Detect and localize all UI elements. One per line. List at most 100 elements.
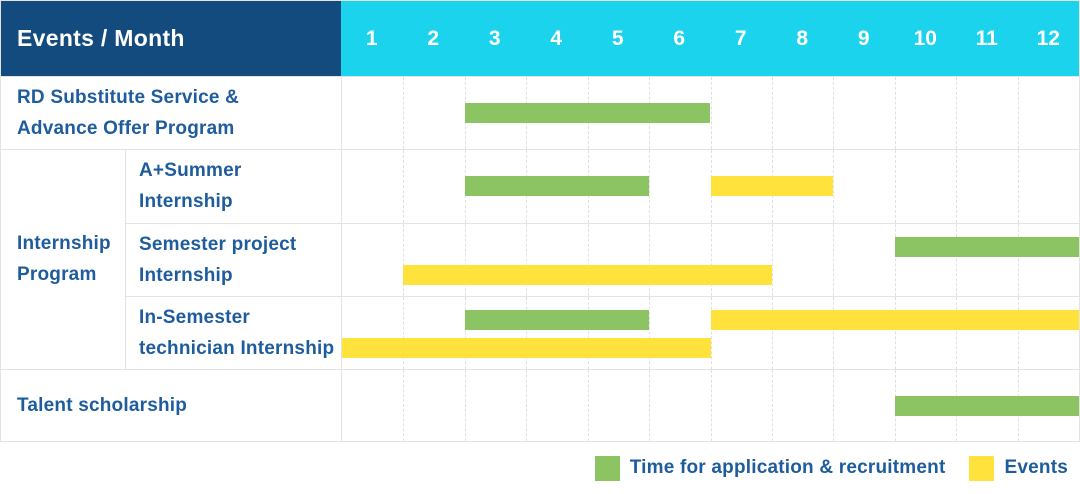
- group-label-line: Internship: [17, 233, 111, 254]
- month-gridline: [464, 296, 466, 369]
- table-row: Talent scholarship: [1, 368, 1079, 442]
- month-gridline: [587, 369, 589, 441]
- month-header: 4: [550, 26, 563, 50]
- row-label-line: Internship: [139, 191, 233, 212]
- month-gridline: [526, 369, 528, 441]
- month-gridline: [649, 223, 651, 296]
- month-gridline: [403, 77, 405, 149]
- legend-label: Events: [1004, 457, 1068, 478]
- events-bar: [710, 175, 834, 196]
- month-header: 6: [673, 26, 686, 50]
- month-gridline: [833, 77, 835, 149]
- month-header: 3: [488, 26, 501, 50]
- month-header: 9: [857, 26, 870, 50]
- application-recruitment-bar: [894, 236, 1079, 257]
- gantt-schedule-table: Events / Month 1 2 3 4 5 6 7 8 9 10 11 1…: [0, 0, 1080, 442]
- row-label-line: Internship: [139, 264, 233, 286]
- application-recruitment-bar: [464, 175, 650, 196]
- legend-label: Time for application & recruitment: [629, 457, 946, 478]
- chart-row-a-plus-summer: [341, 149, 1079, 223]
- month-header-strip: 1 2 3 4 5 6 7 8 9 10 11 12: [341, 1, 1079, 76]
- chart-row-semester-project: [341, 223, 1079, 296]
- row-label-a-plus-summer: A+Summer Internship: [125, 149, 341, 223]
- month-gridline: [710, 223, 712, 296]
- yellow-legend-swatch-icon: [969, 455, 995, 481]
- row-label-talent-scholarship: Talent scholarship: [1, 370, 341, 442]
- internship-program-rows: A+Summer Internship Semester project Int…: [125, 149, 1079, 369]
- row-label-semester-project: Semester project Internship: [125, 223, 341, 296]
- month-gridline: [894, 223, 896, 296]
- month-gridline: [894, 77, 896, 149]
- month-gridline: [771, 223, 773, 296]
- chart-row-rd-substitute: [341, 77, 1079, 149]
- row-label-in-semester-technician: In-Semester technician Internship: [125, 296, 341, 369]
- month-gridline: [956, 223, 958, 296]
- legend-item-events: Events: [969, 455, 1068, 481]
- table-row: In-Semester technician Internship: [125, 295, 1079, 369]
- month-gridline: [833, 296, 835, 369]
- month-header: 7: [734, 26, 747, 50]
- row-label-line: Advance Offer Program: [17, 117, 235, 139]
- month-gridline: [649, 296, 651, 369]
- group-label-line: Program: [17, 264, 97, 285]
- chart-row-in-semester-technician: [341, 296, 1079, 369]
- month-gridline: [403, 223, 405, 296]
- month-gridline: [403, 296, 405, 369]
- table-row: RD Substitute Service & Advance Offer Pr…: [1, 76, 1079, 149]
- row-label-line: In-Semester: [139, 306, 250, 328]
- month-gridline: [833, 149, 835, 223]
- month-gridline: [587, 223, 589, 296]
- month-header: 11: [975, 26, 998, 50]
- events-bar: [710, 309, 1079, 330]
- row-label-line: A+Summer: [139, 160, 242, 181]
- green-legend-swatch-icon: [594, 455, 620, 481]
- month-gridline: [771, 296, 773, 369]
- month-gridline: [403, 369, 405, 441]
- month-gridline: [956, 77, 958, 149]
- month-gridline: [1017, 77, 1019, 149]
- events-bar: [342, 337, 711, 358]
- month-gridline: [833, 369, 835, 441]
- application-recruitment-bar: [894, 395, 1079, 416]
- row-label-line: technician Internship: [139, 337, 335, 359]
- events-bar: [403, 264, 772, 285]
- table-header-row: Events / Month 1 2 3 4 5 6 7 8 9 10 11 1…: [1, 1, 1079, 76]
- month-gridline: [956, 149, 958, 223]
- table-row: Semester project Internship: [125, 222, 1079, 296]
- events-month-header: Events / Month: [1, 1, 341, 76]
- legend: Time for application & recruitment Event…: [0, 442, 1080, 494]
- month-gridline: [1017, 296, 1019, 369]
- month-header: 10: [913, 26, 937, 50]
- month-gridline: [403, 149, 405, 223]
- legend-item-application-recruitment: Time for application & recruitment: [594, 455, 946, 481]
- month-gridline: [710, 77, 712, 149]
- month-gridline: [1017, 223, 1019, 296]
- month-header: 1: [365, 26, 378, 50]
- month-gridline: [464, 223, 466, 296]
- month-gridline: [771, 77, 773, 149]
- month-header: 2: [427, 26, 440, 50]
- month-gridline: [526, 296, 528, 369]
- month-gridline: [464, 369, 466, 441]
- month-gridline: [649, 149, 651, 223]
- table-row: A+Summer Internship: [125, 149, 1079, 223]
- month-gridline: [710, 369, 712, 441]
- group-label-internship-program: Internship Program: [1, 150, 125, 369]
- month-header: 12: [1036, 26, 1060, 50]
- month-gridline: [1017, 149, 1019, 223]
- month-header: 5: [611, 26, 624, 50]
- chart-row-talent-scholarship: [341, 369, 1079, 441]
- application-recruitment-bar: [464, 103, 711, 123]
- month-gridline: [833, 223, 835, 296]
- month-header: 8: [796, 26, 809, 50]
- row-label-line: Semester project: [139, 233, 297, 255]
- row-label-line: RD Substitute Service &: [17, 86, 240, 108]
- month-gridline: [894, 149, 896, 223]
- row-label-rd-substitute: RD Substitute Service & Advance Offer Pr…: [1, 77, 341, 149]
- month-gridline: [710, 296, 712, 369]
- month-gridline: [956, 296, 958, 369]
- month-gridline: [771, 369, 773, 441]
- internship-program-group: Internship Program A+Summer Internship S…: [1, 148, 1079, 369]
- row-label-line: Talent scholarship: [17, 394, 188, 416]
- month-gridline: [526, 223, 528, 296]
